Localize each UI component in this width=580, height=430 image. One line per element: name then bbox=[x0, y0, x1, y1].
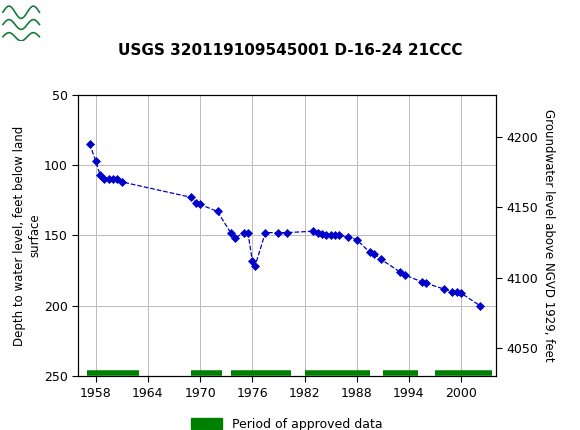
Y-axis label: Depth to water level, feet below land
surface: Depth to water level, feet below land su… bbox=[13, 125, 41, 346]
Bar bbox=[0, 0, 44, 41]
Text: USGS 320119109545001 D-16-24 21CCC: USGS 320119109545001 D-16-24 21CCC bbox=[118, 43, 462, 58]
Legend: Period of approved data: Period of approved data bbox=[191, 418, 383, 430]
Text: USGS: USGS bbox=[49, 12, 104, 29]
Text: USGS: USGS bbox=[3, 12, 58, 29]
Y-axis label: Groundwater level above NGVD 1929, feet: Groundwater level above NGVD 1929, feet bbox=[542, 109, 556, 362]
